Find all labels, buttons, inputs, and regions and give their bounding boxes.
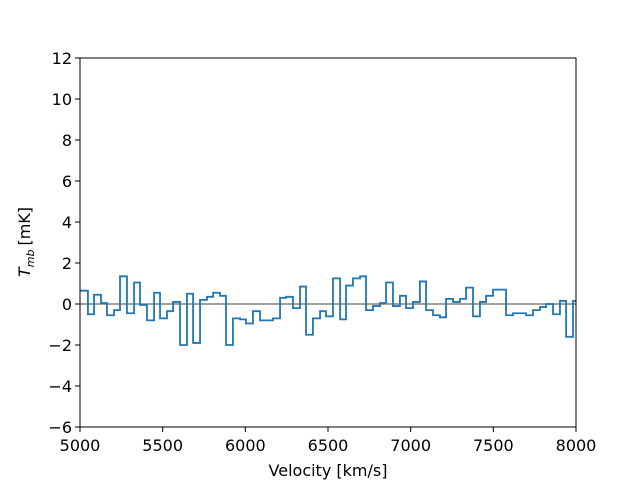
x-axis-label: Velocity [km/s]	[269, 461, 388, 480]
y-label-subscript: mb	[24, 250, 37, 268]
y-tick-label: 2	[62, 254, 72, 273]
axes-frame	[79, 57, 577, 428]
y-tick-label: −6	[48, 418, 72, 437]
y-tick-label: 6	[62, 172, 72, 191]
y-axis-label: Tmb [mK]	[15, 207, 37, 277]
x-tick-label: 6500	[308, 436, 349, 455]
x-tick-label: 5500	[142, 436, 183, 455]
x-tick-label: 7000	[390, 436, 431, 455]
y-label-symbol: T	[15, 266, 34, 277]
y-tick-label: 12	[52, 49, 72, 68]
step-line	[80, 275, 576, 346]
y-tick-label: 4	[62, 213, 72, 232]
y-tick-label: 8	[62, 131, 72, 150]
y-tick-label: −4	[48, 377, 72, 396]
x-tick-label: 8000	[556, 436, 597, 455]
x-tick-label: 7500	[473, 436, 514, 455]
y-tick-label: 10	[52, 90, 72, 109]
x-tick-label: 5000	[60, 436, 101, 455]
x-tick-label: 6000	[225, 436, 266, 455]
y-tick-label: −2	[48, 336, 72, 355]
y-tick-label: 0	[62, 295, 72, 314]
y-label-unit: [mK]	[15, 207, 34, 246]
